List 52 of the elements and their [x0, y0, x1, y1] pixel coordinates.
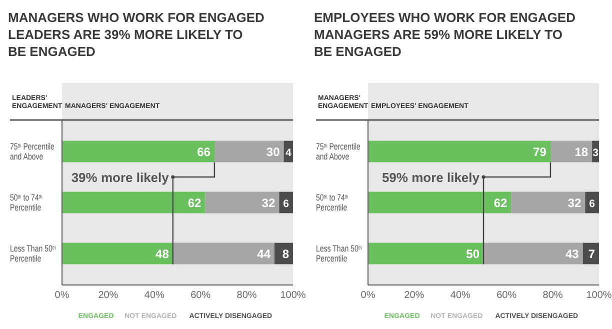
data-label: 4 — [285, 147, 292, 159]
x-tick-label: 20% — [404, 290, 424, 301]
bar — [214, 140, 284, 162]
data-label: 79 — [533, 145, 547, 159]
data-label: 3 — [592, 147, 599, 159]
x-tick-label: 100% — [586, 290, 612, 301]
y-tick-label: 75$^{th}$ Percentile and Above — [316, 142, 361, 162]
y-tick-label: 50$^{th}$ to 74$^{th}$ Percentile — [316, 192, 349, 213]
y-tick-label: 50$^{th}$ to 74$^{th}$ Percentile — [10, 192, 43, 213]
x-tick-label: 80% — [236, 290, 257, 301]
category-label: Less Than 50$^{th}$ Percentile — [316, 244, 362, 264]
chart-title: MANAGERS WHO WORK FOR ENGAGED LEADERS ARE 39% MORE LIKELY TO BE ENGAGED — [8, 10, 264, 59]
data-label: 66 — [197, 145, 211, 159]
chart-title: EMPLOYEES WHO WORK FOR ENGAGED MANAGERS ARE 59% MORE LIKELY TO BE ENGAGED — [314, 10, 576, 59]
data-label: 30 — [266, 145, 280, 159]
category-label: Less Than 50$^{th}$ Percentile — [10, 244, 56, 264]
bar — [368, 140, 550, 162]
data-label: 62 — [188, 196, 202, 210]
bar — [511, 192, 586, 214]
data-label: 8 — [282, 247, 290, 261]
annotation: 39% more likely — [71, 170, 170, 185]
data-label: 6 — [589, 198, 596, 210]
bar — [368, 242, 484, 264]
bar — [62, 192, 206, 214]
y-tick-label: 75$^{th}$ Percentile and Above — [10, 142, 55, 162]
data-label: 6 — [283, 198, 290, 210]
x-tick-label: 60% — [496, 290, 517, 301]
bar — [62, 140, 214, 162]
x-tick-label: 60% — [190, 290, 211, 301]
x-tick-label: 0% — [54, 290, 70, 301]
bar — [368, 192, 512, 214]
x-tick-label: 80% — [542, 290, 563, 301]
bar — [550, 140, 592, 162]
data-label: 32 — [568, 196, 582, 210]
bar — [172, 242, 275, 264]
bar — [484, 242, 583, 264]
bar — [62, 242, 173, 264]
bar — [205, 192, 280, 214]
data-label: 18 — [574, 145, 588, 159]
data-label: 7 — [588, 247, 596, 261]
data-label: 32 — [262, 196, 276, 210]
x-tick-label: 20% — [98, 290, 118, 301]
x-tick-label: 40% — [144, 290, 165, 301]
data-label: 44 — [257, 247, 271, 261]
data-label: 50 — [466, 247, 480, 261]
data-label: 43 — [565, 247, 580, 261]
x-tick-label: 0% — [360, 290, 376, 301]
x-tick-label: 100% — [280, 290, 306, 301]
data-label: 48 — [156, 247, 170, 261]
x-tick-label: 40% — [450, 290, 471, 301]
annotation: 59% more likely — [382, 170, 480, 185]
data-label: 62 — [494, 196, 508, 210]
